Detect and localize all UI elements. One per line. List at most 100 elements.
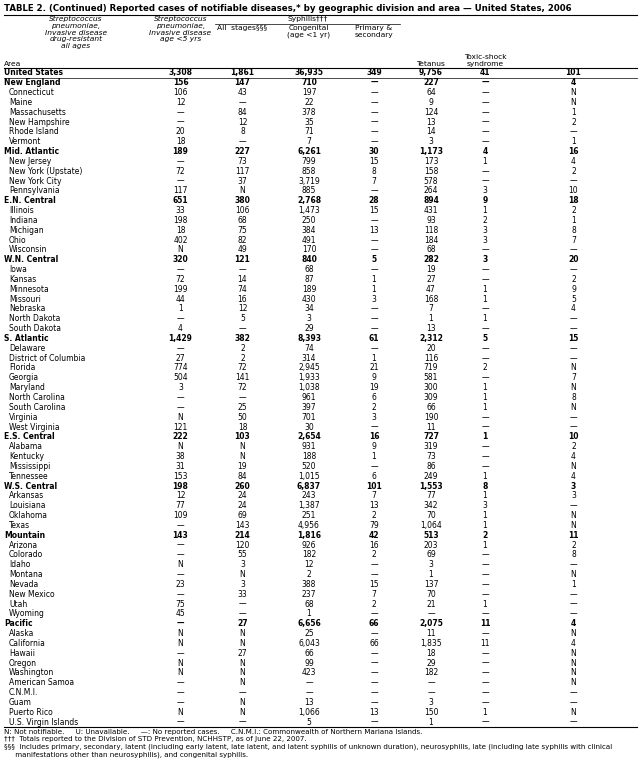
Text: 8: 8 — [571, 550, 576, 559]
Text: 1: 1 — [483, 384, 487, 392]
Text: 18: 18 — [238, 422, 247, 431]
Text: manifestations other than neurosyphilis), and congenital syphilis.: manifestations other than neurosyphilis)… — [4, 752, 248, 758]
Text: —: — — [238, 265, 246, 274]
Text: 2: 2 — [240, 344, 245, 353]
Text: 260: 260 — [235, 482, 251, 491]
Text: 4: 4 — [571, 472, 576, 481]
Text: 73: 73 — [426, 452, 436, 461]
Text: 106: 106 — [173, 88, 188, 97]
Text: 5: 5 — [240, 314, 245, 323]
Text: Idaho: Idaho — [9, 560, 30, 569]
Text: New Jersey: New Jersey — [9, 157, 51, 166]
Text: Streptococcus
pneumoniae,
Invasive disease
age <5 yrs: Streptococcus pneumoniae, Invasive disea… — [149, 16, 212, 43]
Text: U.S. Virgin Islands: U.S. Virgin Islands — [9, 718, 78, 727]
Text: 93: 93 — [426, 216, 436, 225]
Text: Texas: Texas — [9, 521, 30, 530]
Text: 3: 3 — [429, 560, 433, 569]
Text: N: N — [240, 629, 246, 638]
Text: 3: 3 — [483, 236, 487, 244]
Text: 68: 68 — [304, 600, 314, 609]
Text: —: — — [370, 422, 378, 431]
Text: 388: 388 — [302, 580, 316, 589]
Text: 13: 13 — [369, 501, 379, 510]
Text: 9: 9 — [372, 442, 376, 451]
Text: 250: 250 — [302, 216, 316, 225]
Text: 4: 4 — [571, 452, 576, 461]
Text: Ohio: Ohio — [9, 236, 27, 244]
Text: 1: 1 — [483, 157, 487, 166]
Text: 9: 9 — [429, 98, 433, 107]
Text: —: — — [570, 246, 578, 254]
Text: —: — — [481, 560, 489, 569]
Text: 8: 8 — [372, 167, 376, 176]
Text: 1: 1 — [571, 108, 576, 116]
Text: 72: 72 — [176, 275, 185, 284]
Text: —: — — [481, 177, 489, 186]
Text: 33: 33 — [176, 206, 185, 215]
Text: —: — — [370, 98, 378, 107]
Text: —: — — [481, 698, 489, 707]
Text: 27: 27 — [426, 275, 436, 284]
Text: 13: 13 — [369, 226, 379, 235]
Text: 72: 72 — [238, 364, 247, 372]
Text: 5: 5 — [571, 295, 576, 304]
Text: —: — — [370, 570, 378, 579]
Text: 5: 5 — [371, 255, 376, 264]
Text: —: — — [481, 452, 489, 461]
Text: 4: 4 — [571, 639, 576, 648]
Text: 14: 14 — [426, 127, 436, 136]
Text: 189: 189 — [302, 285, 316, 294]
Text: 774: 774 — [173, 364, 188, 372]
Text: 116: 116 — [424, 354, 438, 363]
Text: 74: 74 — [304, 344, 314, 353]
Text: —: — — [177, 718, 185, 727]
Text: Michigan: Michigan — [9, 226, 44, 235]
Text: —: — — [481, 354, 489, 363]
Text: 16: 16 — [569, 147, 579, 156]
Text: 1: 1 — [483, 708, 487, 717]
Text: South Carolina: South Carolina — [9, 403, 65, 412]
Text: 2: 2 — [483, 216, 487, 225]
Text: Florida: Florida — [9, 364, 35, 372]
Text: 11: 11 — [479, 619, 490, 629]
Text: 13: 13 — [426, 324, 436, 333]
Text: —: — — [238, 393, 246, 402]
Text: —: — — [238, 610, 246, 619]
Text: 99: 99 — [304, 658, 314, 667]
Text: N: N — [570, 678, 576, 687]
Text: 237: 237 — [302, 590, 316, 599]
Text: 1: 1 — [571, 216, 576, 225]
Text: —: — — [570, 560, 578, 569]
Text: 31: 31 — [176, 462, 185, 471]
Text: N: N — [240, 668, 246, 677]
Text: 2,945: 2,945 — [298, 364, 320, 372]
Text: —: — — [481, 668, 489, 677]
Text: 50: 50 — [238, 412, 247, 422]
Text: 4: 4 — [178, 324, 183, 333]
Text: 22: 22 — [304, 98, 313, 107]
Text: —: — — [177, 344, 185, 353]
Text: Syphilis†††: Syphilis††† — [287, 16, 328, 22]
Text: —: — — [177, 540, 185, 549]
Text: 3: 3 — [571, 492, 576, 501]
Text: Montana: Montana — [9, 570, 42, 579]
Text: 1: 1 — [483, 393, 487, 402]
Text: —: — — [570, 718, 578, 727]
Text: —: — — [570, 600, 578, 609]
Text: 2,075: 2,075 — [419, 619, 443, 629]
Text: —: — — [177, 314, 185, 323]
Text: 2,312: 2,312 — [419, 334, 443, 343]
Text: 198: 198 — [172, 482, 188, 491]
Text: 45: 45 — [176, 610, 185, 619]
Text: 3: 3 — [483, 226, 487, 235]
Text: —: — — [370, 186, 378, 196]
Text: —: — — [570, 354, 578, 363]
Text: 1: 1 — [483, 521, 487, 530]
Text: 11: 11 — [569, 530, 579, 540]
Text: Virginia: Virginia — [9, 412, 38, 422]
Text: New York City: New York City — [9, 177, 62, 186]
Text: 11: 11 — [426, 629, 436, 638]
Text: 41: 41 — [479, 68, 490, 78]
Text: N: N — [240, 658, 246, 667]
Text: 3: 3 — [306, 314, 312, 323]
